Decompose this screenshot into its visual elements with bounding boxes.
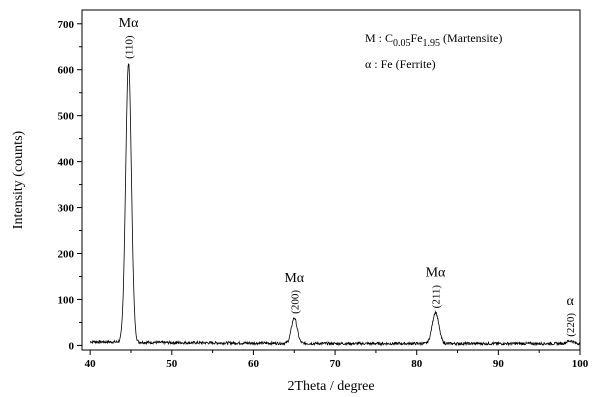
y-tick-label: 400 <box>58 157 75 169</box>
y-tick-label: 300 <box>58 203 75 215</box>
legend-iron: Fe <box>411 31 423 45</box>
peak-hkl-label: (211) <box>430 285 442 309</box>
legend-entry-ferrite: α : Fe (Ferrite) <box>365 57 436 71</box>
y-tick-label: 0 <box>69 340 75 352</box>
peak-phase-label: α <box>567 294 575 309</box>
x-axis: 40 50 60 70 80 90 100 <box>85 350 589 370</box>
peak-hkl-label: (220) <box>565 313 577 337</box>
legend-entry-martensite: M : C0.05Fe1.95 (Martensite) <box>365 31 502 49</box>
y-tick-label: 600 <box>58 65 75 77</box>
diffraction-series-line <box>89 63 581 347</box>
x-axis-title: 2Theta / degree <box>287 379 374 394</box>
x-tick-label: 50 <box>166 358 178 370</box>
legend-prefix: M : C <box>365 31 393 45</box>
peak-phase-label: Mα <box>426 265 446 280</box>
peak-hkl-label: (200) <box>289 290 301 314</box>
legend-suffix: (Martensite) <box>440 31 502 45</box>
peak-labels: (110) Mα (200) Mα (211) Mα (220) α <box>119 16 578 337</box>
y-tick-label: 200 <box>58 249 75 261</box>
x-tick-label: 40 <box>85 358 97 370</box>
x-tick-label: 100 <box>572 358 589 370</box>
peak-phase-label: Mα <box>119 16 139 31</box>
plot-border <box>81 9 581 351</box>
y-axis-title: Intensity (counts) <box>11 130 26 229</box>
y-tick-label: 500 <box>58 111 75 123</box>
chart-legend: M : C0.05Fe1.95 (Martensite) α : Fe (Fer… <box>365 31 502 71</box>
x-tick-label: 90 <box>493 358 505 370</box>
plot-frame <box>81 9 581 351</box>
x-tick-label: 60 <box>248 358 260 370</box>
x-tick-label: 70 <box>330 358 342 370</box>
legend-subscript-carbon: 0.05 <box>393 38 411 49</box>
peak-phase-label: Mα <box>284 271 304 286</box>
y-tick-label: 100 <box>58 294 75 306</box>
x-tick-label: 80 <box>411 358 423 370</box>
y-axis: 0 100 200 300 400 500 600 700 <box>58 19 82 352</box>
y-tick-label: 700 <box>58 19 75 31</box>
legend-subscript-iron: 1.95 <box>423 38 441 49</box>
peak-hkl-label: (110) <box>124 35 136 59</box>
